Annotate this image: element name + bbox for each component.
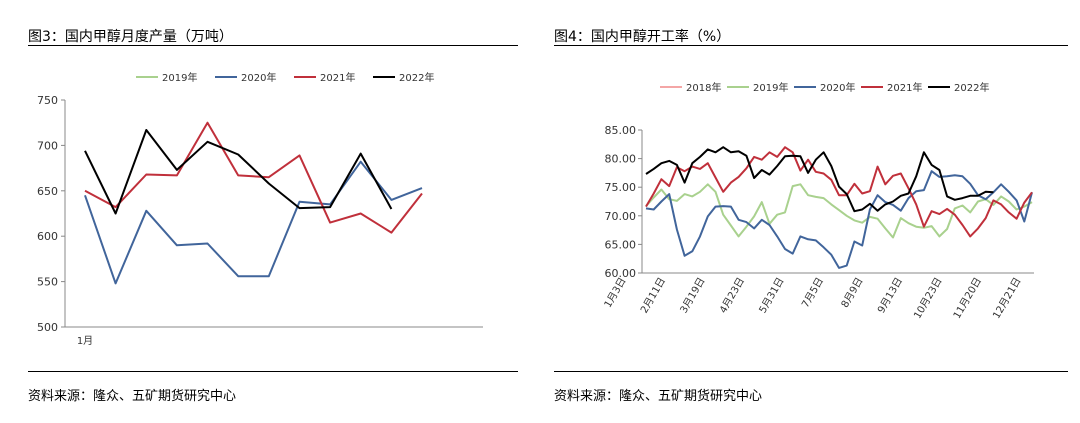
x-tick-label: 8月9日 — [839, 276, 866, 310]
x-tick-label: 2月11日 — [638, 276, 668, 316]
source-rule — [554, 371, 1068, 372]
y-tick-label: 60.00 — [605, 267, 637, 280]
x-tick-label: 12月21日 — [990, 276, 1023, 321]
y-tick-label: 700 — [37, 139, 58, 152]
x-tick-label: 7月5日 — [799, 276, 826, 310]
legend-label: 2021年 — [887, 81, 922, 94]
y-tick-label: 500 — [37, 321, 58, 334]
series-line — [84, 129, 393, 215]
x-tick-label: 10月23日 — [911, 276, 944, 321]
left-panel: 图3：国内甲醇月度产量（万吨） 500 550 600 650 700 750 1月 2019… — [28, 29, 518, 404]
legend-label: 2022年 — [954, 81, 989, 94]
source-note: 资料来源：隆众、五矿期货研究中心 — [28, 389, 237, 404]
right-panel: 图4：国内甲醇开工率（%） 60.00 65.00 70.00 75.00 80.00 8… — [540, 0, 1080, 423]
y-tick-label: 70.00 — [605, 210, 637, 223]
y-tick-label: 750 — [37, 94, 58, 107]
x-tick-label: 11月20日 — [951, 276, 984, 321]
series-line — [84, 160, 423, 285]
series-line — [645, 183, 1033, 239]
x-tick-label: 1月 — [77, 335, 93, 347]
title-rule — [554, 45, 1068, 46]
y-tick-label: 85.00 — [605, 124, 637, 137]
y-tick-label: 550 — [37, 276, 58, 289]
series-line — [645, 146, 994, 213]
legend-label: 2020年 — [241, 71, 276, 84]
chart-title: 图4：国内甲醇开工率（%） — [554, 29, 731, 45]
legend-label: 2018年 — [686, 81, 721, 94]
x-tick-label: 5月31日 — [757, 276, 787, 316]
series-line — [84, 121, 423, 234]
source-rule — [28, 371, 518, 372]
x-tick-label: 1月3日 — [602, 276, 629, 310]
y-tick-label: 75.00 — [605, 181, 637, 194]
source-note: 资料来源：隆众、五矿期货研究中心 — [554, 389, 763, 404]
title-rule — [28, 45, 518, 46]
legend-label: 2020年 — [820, 81, 855, 94]
production-line-chart: 500 550 600 650 700 750 1月 2019年 2020年 2021年 2022年 — [37, 71, 483, 347]
legend-label: 2021年 — [320, 71, 355, 84]
legend-label: 2019年 — [162, 71, 197, 84]
y-tick-label: 80.00 — [605, 153, 637, 166]
y-tick-label: 65.00 — [605, 238, 637, 251]
x-tick-label: 3月19日 — [678, 276, 708, 316]
series-line — [645, 146, 1033, 238]
chart-title: 图3：国内甲醇月度产量（万吨） — [28, 29, 233, 45]
x-tick-label: 4月23日 — [717, 276, 747, 316]
y-tick-label: 650 — [37, 185, 58, 198]
legend-label: 2019年 — [753, 81, 788, 94]
series-line — [645, 170, 1033, 269]
y-tick-label: 600 — [37, 230, 58, 243]
x-tick-label: 9月13日 — [875, 276, 905, 316]
operating-rate-line-chart: 60.00 65.00 70.00 75.00 80.00 85.00 1月3日 2月11日 3… — [602, 81, 1034, 321]
legend-label: 2022年 — [399, 71, 434, 84]
